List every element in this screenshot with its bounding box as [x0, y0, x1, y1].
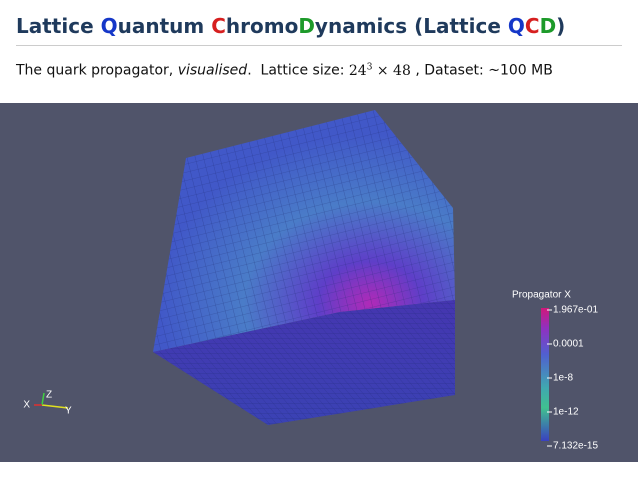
- cube-grid: [153, 300, 455, 425]
- axis: [41, 392, 45, 406]
- axis-label: Y: [65, 406, 72, 417]
- title-part: Q: [100, 14, 118, 38]
- axis-label: Z: [46, 390, 52, 401]
- colorbar-title: Propagator X: [512, 290, 571, 301]
- cube-grid: [153, 110, 455, 352]
- title-part: C: [524, 14, 540, 38]
- divider: [16, 45, 622, 46]
- colorbar-label: 7.132e-15: [553, 441, 598, 452]
- title-part: ): [556, 14, 566, 38]
- colorbar: [541, 308, 549, 441]
- title-part: Lattice: [16, 14, 101, 38]
- colorbar-label: 1.967e-01: [553, 305, 598, 316]
- render-view: X Y Z Propagator X 1.967e-01 0.0001 1e-8 1e…: [0, 103, 638, 462]
- title-part: hromo: [225, 14, 299, 38]
- title-part: D: [539, 14, 557, 38]
- title-part: uantum: [117, 14, 212, 38]
- title-part: ynamics (Lattice: [314, 14, 508, 38]
- colorbar-label: 0.0001: [553, 339, 584, 350]
- text: 24: [348, 62, 367, 79]
- text: × 48: [372, 62, 411, 79]
- title: Lattice Quantum ChromoDynamics (Lattice …: [16, 14, 565, 38]
- text: The quark propagator,: [16, 62, 178, 79]
- colorbar-labels: 1.967e-01 0.0001 1e-8 1e-12 7.132e-15: [547, 305, 598, 452]
- text: 3: [366, 62, 373, 72]
- title-part: Q: [507, 14, 525, 38]
- axes-triad: X Y Z: [23, 390, 72, 417]
- title-part: D: [298, 14, 315, 38]
- colorbar-label: 1e-8: [553, 373, 573, 384]
- text: , Dataset: ~100 MB: [410, 62, 553, 79]
- axis-label: X: [23, 400, 30, 411]
- text: . Lattice size:: [247, 62, 349, 79]
- axis: [41, 404, 69, 409]
- colorbar-label: 1e-12: [553, 407, 579, 418]
- title-part: C: [211, 14, 226, 38]
- subtitle: The quark propagator, visualised. Lattic…: [16, 62, 553, 79]
- text: visualised: [177, 62, 248, 79]
- math: 243 × 48: [348, 62, 411, 79]
